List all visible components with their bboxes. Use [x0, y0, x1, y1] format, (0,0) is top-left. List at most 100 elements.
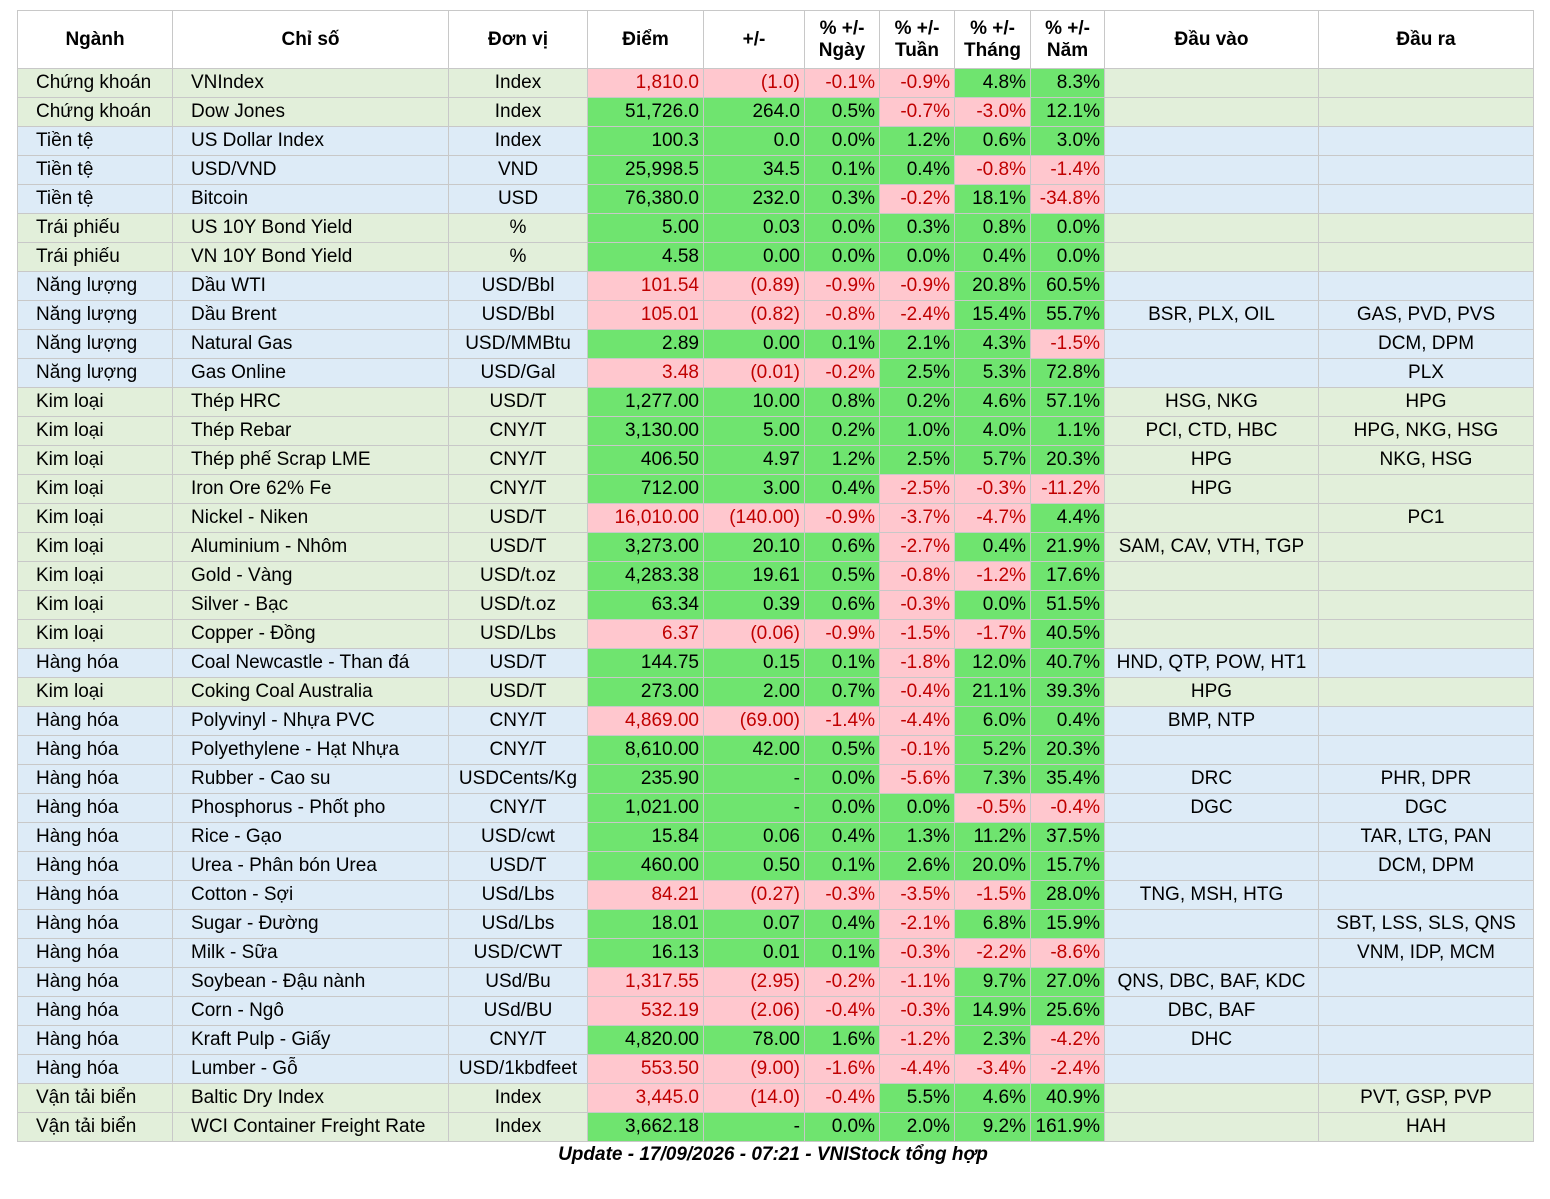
table-row: Hàng hóa Polyethylene - Hạt Nhựa CNY/T 8,61…: [17, 735, 1534, 765]
table-cell: (0.82): [703, 300, 805, 330]
table-cell: -0.4%: [804, 996, 880, 1026]
table-cell: 161.9%: [1030, 1112, 1105, 1142]
table-cell: 40.9%: [1030, 1083, 1105, 1113]
table-cell: -1.6%: [804, 1054, 880, 1084]
table-cell: 5.00: [587, 213, 704, 243]
table-cell: Hàng hóa: [17, 735, 173, 765]
table-row: Năng lượng Dầu Brent USD/Bbl 105.01 (0.82) -0…: [17, 300, 1534, 330]
table-cell: 0.2%: [879, 387, 955, 417]
table-cell: BSR, PLX, OIL: [1104, 300, 1319, 330]
table-cell: -0.2%: [804, 967, 880, 997]
table-cell: Năng lượng: [17, 271, 173, 301]
table-cell: DGC: [1318, 793, 1534, 823]
table-cell: 15.4%: [954, 300, 1031, 330]
table-cell: 5.00: [703, 416, 805, 446]
table-cell: Kim loại: [17, 561, 173, 591]
table-cell: Hàng hóa: [17, 706, 173, 736]
table-cell: 235.90: [587, 764, 704, 794]
table-cell: 1,277.00: [587, 387, 704, 417]
table-cell: Kim loại: [17, 677, 173, 707]
table-cell: 100.3: [587, 126, 704, 156]
table-cell: 6.0%: [954, 706, 1031, 736]
table-cell: [1318, 619, 1534, 649]
table-cell: Dow Jones: [172, 97, 449, 127]
table-cell: 2.5%: [879, 445, 955, 475]
table-cell: USD: [448, 184, 588, 214]
table-cell: 72.8%: [1030, 358, 1105, 388]
table-cell: NKG, HSG: [1318, 445, 1534, 475]
table-row: Hàng hóa Soybean - Đậu nành USd/Bu 1,317.55…: [17, 967, 1534, 997]
table-row: Hàng hóa Kraft Pulp - Giấy CNY/T 4,820.00 78…: [17, 1025, 1534, 1055]
table-cell: 35.4%: [1030, 764, 1105, 794]
table-cell: Nickel - Niken: [172, 503, 449, 533]
header-cell: +/-: [703, 10, 805, 69]
table-cell: 0.3%: [879, 213, 955, 243]
table-row: Tiền tệ US Dollar Index Index 100.3 0.0 0.0% 1…: [17, 126, 1534, 156]
table-cell: 6.8%: [954, 909, 1031, 939]
table-cell: USD/t.oz: [448, 590, 588, 620]
table-cell: [1318, 532, 1534, 562]
table-cell: 460.00: [587, 851, 704, 881]
table-cell: -0.3%: [879, 938, 955, 968]
table-row: Trái phiếu US 10Y Bond Yield% 5.00 0.03 0.0%…: [17, 213, 1534, 243]
table-cell: 0.39: [703, 590, 805, 620]
table-cell: -4.4%: [879, 1054, 955, 1084]
table-cell: 8.3%: [1030, 68, 1105, 98]
table-cell: -2.5%: [879, 474, 955, 504]
table-cell: 532.19: [587, 996, 704, 1026]
table-row: Kim loại Iron Ore 62% Fe CNY/T 712.00 3.00 0.…: [17, 474, 1534, 504]
table-cell: -0.3%: [954, 474, 1031, 504]
table-cell: Thép Rebar: [172, 416, 449, 446]
table-cell: Trái phiếu: [17, 213, 173, 243]
table-cell: Hàng hóa: [17, 793, 173, 823]
header-cell: Đầu ra: [1318, 10, 1534, 69]
table-cell: (0.27): [703, 880, 805, 910]
table-cell: USD/Lbs: [448, 619, 588, 649]
table-cell: 0.0%: [1030, 242, 1105, 272]
table-cell: USD/T: [448, 387, 588, 417]
table-row: Kim loại Thép Rebar CNY/T 3,130.00 5.00 0.2% 1…: [17, 416, 1534, 446]
table-cell: [1104, 68, 1319, 98]
table-row: Hàng hóa Sugar - Đường USd/Lbs 18.01 0.07 0.4…: [17, 909, 1534, 939]
table-row: Hàng hóa Rubber - Cao su USDCents/Kg 235.90…: [17, 764, 1534, 794]
header-cell: % +/- Năm: [1030, 10, 1105, 69]
table-cell: 9.7%: [954, 967, 1031, 997]
table-cell: [1318, 880, 1534, 910]
table-cell: 0.4%: [954, 532, 1031, 562]
table-cell: 10.00: [703, 387, 805, 417]
table-cell: Rubber - Cao su: [172, 764, 449, 794]
table-cell: 4,869.00: [587, 706, 704, 736]
table-cell: -0.4%: [1030, 793, 1105, 823]
table-cell: 7.3%: [954, 764, 1031, 794]
table-cell: -: [703, 1112, 805, 1142]
table-cell: [1318, 155, 1534, 185]
table-row: Kim loại Copper - Đồng USD/Lbs 6.37 (0.06) -0…: [17, 619, 1534, 649]
table-cell: 0.01: [703, 938, 805, 968]
table-cell: Kim loại: [17, 445, 173, 475]
table-cell: 0.0%: [879, 793, 955, 823]
table-cell: [1104, 938, 1319, 968]
table-cell: [1104, 213, 1319, 243]
table-cell: TNG, MSH, HTG: [1104, 880, 1319, 910]
table-cell: Dầu WTI: [172, 271, 449, 301]
table-cell: USd/BU: [448, 996, 588, 1026]
table-cell: [1104, 1112, 1319, 1142]
table-cell: (0.01): [703, 358, 805, 388]
table-cell: [1104, 97, 1319, 127]
table-cell: 2.00: [703, 677, 805, 707]
table-cell: -2.4%: [1030, 1054, 1105, 1084]
table-cell: Coal Newcastle - Than đá: [172, 648, 449, 678]
table-cell: 105.01: [587, 300, 704, 330]
table-cell: USD/1kbdfeet: [448, 1054, 588, 1084]
table-cell: -0.7%: [879, 97, 955, 127]
table-cell: Index: [448, 126, 588, 156]
table-cell: [1104, 503, 1319, 533]
table-cell: TAR, LTG, PAN: [1318, 822, 1534, 852]
table-cell: -0.9%: [804, 619, 880, 649]
table-row: Chứng khoán VNIndex Index 1,810.0 (1.0) -0.1%…: [17, 68, 1534, 98]
table-cell: 0.0%: [804, 213, 880, 243]
table-cell: Hàng hóa: [17, 648, 173, 678]
table-cell: 3.00: [703, 474, 805, 504]
table-cell: Hàng hóa: [17, 880, 173, 910]
table-row: Hàng hóa Phosphorus - Phốt pho CNY/T 1,021.…: [17, 793, 1534, 823]
